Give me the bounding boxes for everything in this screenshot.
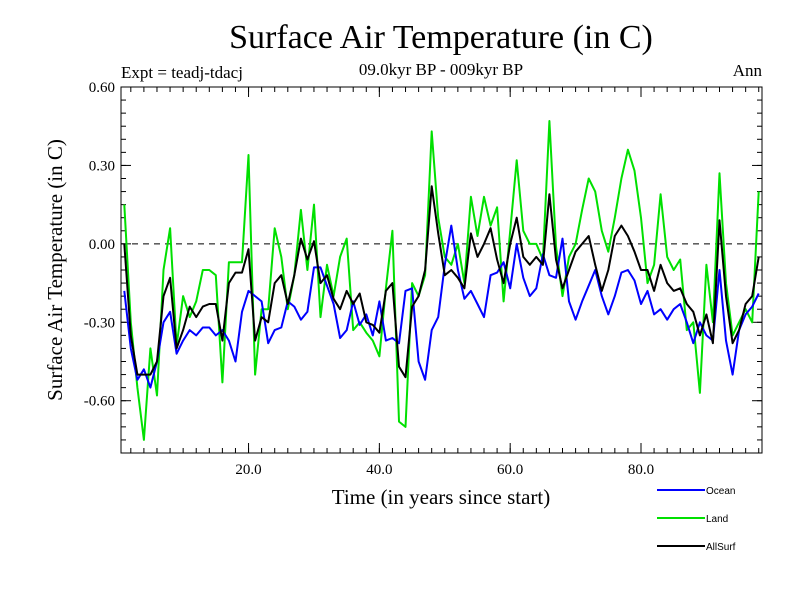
x-tick-label: 80.0 — [628, 462, 654, 478]
y-tick-label: 0.30 — [89, 158, 115, 174]
legend: Ocean Land AllSurf — [657, 486, 736, 553]
legend-label-ocean: Ocean — [706, 486, 735, 497]
x-tick-label: 60.0 — [497, 462, 523, 478]
period-label: 09.0kyr BP - 009kyr BP — [359, 60, 523, 79]
series-line-allsurf — [123, 185, 760, 379]
legend-label-allsurf: AllSurf — [706, 542, 736, 553]
legend-label-land: Land — [706, 514, 728, 525]
y-tick-label: -0.30 — [84, 315, 115, 331]
x-tick-label: 20.0 — [235, 462, 261, 478]
y-axis-label: Surface Air Temperature (in C) — [43, 139, 67, 401]
x-tick-label: 40.0 — [366, 462, 392, 478]
y-tick-label: -0.60 — [84, 394, 115, 410]
plot-frame — [120, 86, 763, 454]
series-line-land — [123, 120, 760, 441]
x-axis-label: Time (in years since start) — [332, 485, 551, 509]
y-tick-label: 0.60 — [89, 80, 115, 96]
chart-title: Surface Air Temperature (in C) — [229, 19, 653, 56]
series-line-ocean — [123, 224, 760, 389]
experiment-label: Expt = teadj-tdacj — [121, 63, 243, 82]
season-label: Ann — [733, 61, 763, 80]
y-tick-label: 0.00 — [89, 237, 115, 253]
plot-area: 0.60 0.30 0.00 -0.30 -0.60 20.0 40.0 60.0 80.0 — [84, 80, 763, 478]
